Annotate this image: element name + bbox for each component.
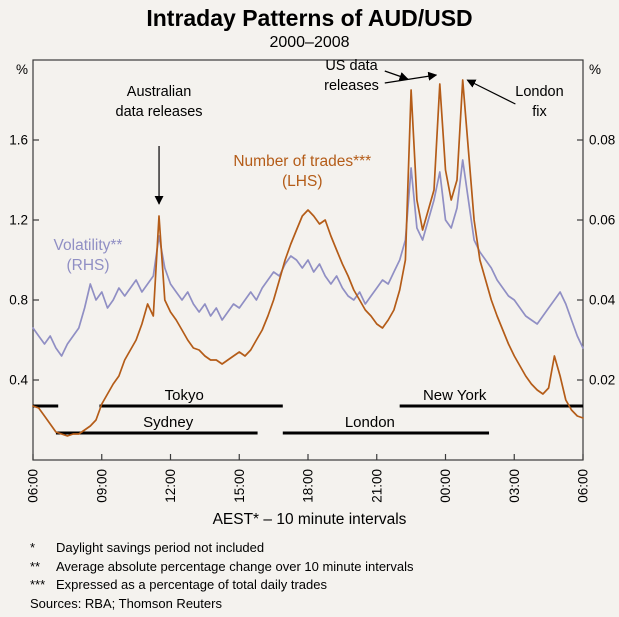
session-label-sydney: Sydney xyxy=(143,414,194,431)
session-label-london: London xyxy=(345,414,395,431)
chart-title: Intraday Patterns of AUD/USD xyxy=(146,5,473,31)
x-tick-label: 06:00 xyxy=(26,469,41,503)
left-tick-label: 1.2 xyxy=(9,213,28,228)
x-tick-label: 00:00 xyxy=(438,469,453,503)
footnote-trades-def: *** Expressed as a percentage of total d… xyxy=(30,577,600,592)
annotation-australian: data releases xyxy=(116,104,203,120)
number-of-trades-label: (LHS) xyxy=(282,173,322,190)
annotation-london: fix xyxy=(532,104,547,120)
left-axis-unit: % xyxy=(16,62,28,77)
number-of-trades-series xyxy=(32,79,584,437)
footnote-marker: ** xyxy=(30,558,41,574)
footnote-marker: *** xyxy=(30,577,46,592)
number-of-trades-label: Number of trades*** xyxy=(233,153,371,170)
x-tick-label: 09:00 xyxy=(94,469,109,503)
x-tick-label: 12:00 xyxy=(163,469,178,503)
right-axis-unit: % xyxy=(589,62,601,77)
annotation-london: London xyxy=(515,84,563,100)
footnote-text: Expressed as a percentage of total daily… xyxy=(56,577,327,592)
annotation-arrow xyxy=(384,71,438,84)
annotation-us-data: US data xyxy=(325,58,378,74)
left-tick-label: 0.4 xyxy=(9,373,28,388)
footnote-text: Daylight savings period not included xyxy=(56,540,265,555)
session-label-new-york: New York xyxy=(423,387,487,404)
x-tick-label: 15:00 xyxy=(232,469,247,503)
x-tick-label: 18:00 xyxy=(301,469,316,503)
volatility-series xyxy=(32,159,584,357)
x-tick-label: 03:00 xyxy=(507,469,522,503)
x-axis-title: AEST* – 10 minute intervals xyxy=(212,511,407,528)
right-tick-label: 0.04 xyxy=(589,293,616,308)
annotation-arrow xyxy=(466,79,516,105)
right-tick-label: 0.02 xyxy=(589,373,615,388)
right-tick-label: 0.06 xyxy=(589,213,615,228)
footnote-volatility-def: ** Average absolute percentage change ov… xyxy=(30,559,600,574)
chart-subtitle: 2000–2008 xyxy=(269,34,350,51)
volatility-label: Volatility** xyxy=(54,237,123,254)
left-tick-label: 0.8 xyxy=(9,293,28,308)
annotation-arrow xyxy=(384,70,409,81)
volatility-label: (RHS) xyxy=(66,257,109,274)
footnotes: * Daylight savings period not included *… xyxy=(30,540,600,611)
annotation-us-data: releases xyxy=(324,78,379,94)
right-tick-label: 0.08 xyxy=(589,133,615,148)
session-label-tokyo: Tokyo xyxy=(165,387,204,404)
sources-line: Sources: RBA; Thomson Reuters xyxy=(30,595,222,611)
footnote-daylight: * Daylight savings period not included xyxy=(30,540,600,555)
footnote-marker: * xyxy=(30,540,36,555)
annotation-australian: Australian xyxy=(127,84,191,100)
left-tick-label: 1.6 xyxy=(9,133,28,148)
footnote-text: Average absolute percentage change over … xyxy=(56,558,414,574)
x-tick-label: 21:00 xyxy=(369,469,384,503)
x-tick-label: 06:00 xyxy=(576,469,591,503)
